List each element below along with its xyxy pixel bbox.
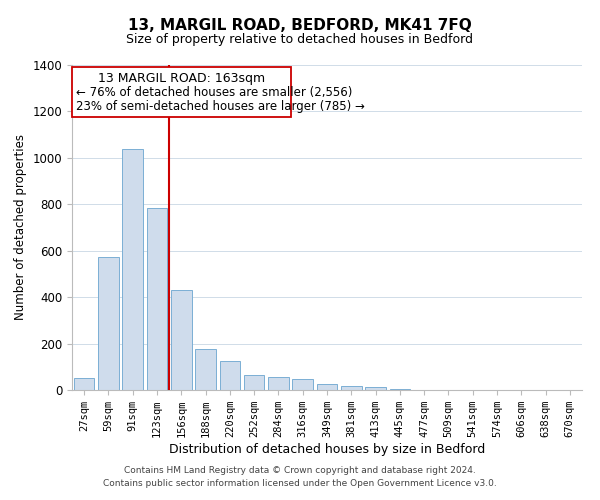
Bar [244,375,265,390]
Bar [98,256,119,390]
Bar [268,377,289,390]
Bar [74,378,94,390]
Bar [365,387,386,390]
Bar [122,148,143,390]
Bar [195,348,216,390]
Bar [146,208,167,390]
Text: 23% of semi-detached houses are larger (785) →: 23% of semi-detached houses are larger (… [76,100,365,113]
X-axis label: Distribution of detached houses by size in Bedford: Distribution of detached houses by size … [169,443,485,456]
Bar [220,361,240,390]
Y-axis label: Number of detached properties: Number of detached properties [14,134,27,320]
Text: 13, MARGIL ROAD, BEDFORD, MK41 7FQ: 13, MARGIL ROAD, BEDFORD, MK41 7FQ [128,18,472,32]
Bar [292,379,313,390]
Bar [389,389,410,390]
Text: ← 76% of detached houses are smaller (2,556): ← 76% of detached houses are smaller (2,… [76,86,352,99]
Bar [341,386,362,390]
Bar [72,68,290,117]
Bar [171,290,191,390]
Text: Contains HM Land Registry data © Crown copyright and database right 2024.
Contai: Contains HM Land Registry data © Crown c… [103,466,497,487]
Text: Size of property relative to detached houses in Bedford: Size of property relative to detached ho… [127,32,473,46]
Bar [317,384,337,390]
Text: 13 MARGIL ROAD: 163sqm: 13 MARGIL ROAD: 163sqm [98,72,265,85]
